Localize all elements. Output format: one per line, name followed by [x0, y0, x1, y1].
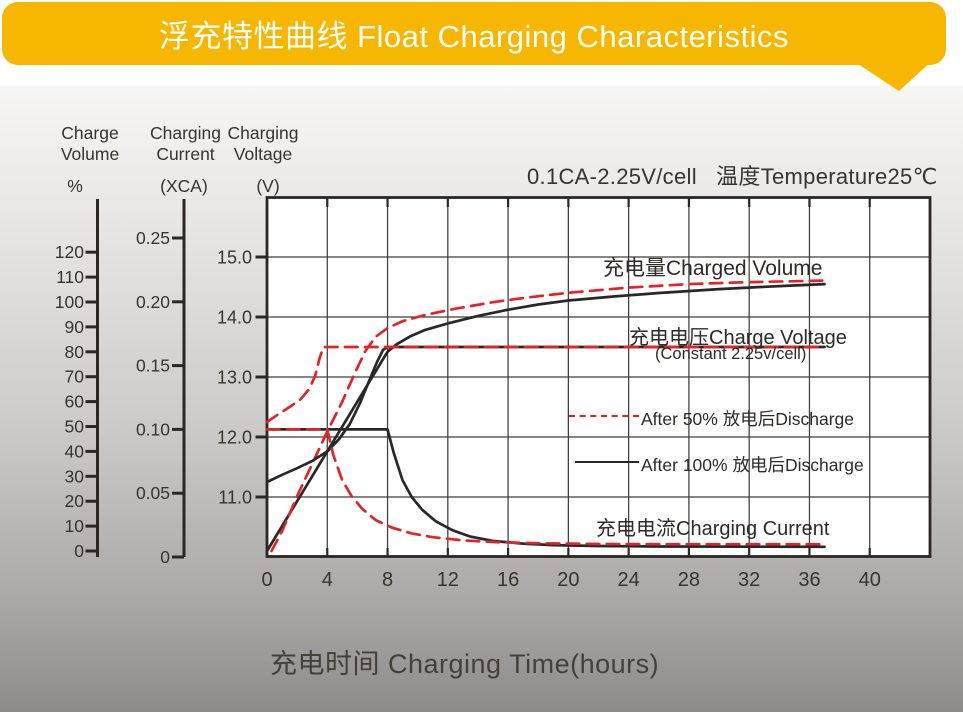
x-tick-label: 12	[437, 569, 459, 591]
x-tick-label: 28	[678, 569, 700, 591]
x-tick-label: 0	[261, 569, 272, 591]
volume-tick-label: 120	[55, 242, 84, 262]
volume-tick-label: 30	[65, 466, 85, 486]
x-tick-label: 36	[798, 569, 820, 591]
volume-tick-label: 70	[65, 367, 85, 387]
volume-tick-label: 80	[65, 342, 85, 362]
volume-tick-label: 60	[65, 392, 85, 412]
series-charge-voltage-after-100pct-discharge	[265, 345, 826, 484]
series-charging-current-after-50pct-discharge	[265, 428, 826, 546]
current-tick-label: 0	[160, 547, 170, 567]
legend-line-sample-solid	[575, 461, 639, 463]
axis-header-line: Voltage	[233, 144, 293, 164]
voltage-tick-label: 14.0	[217, 308, 252, 328]
current-tick-label: 0.25	[136, 228, 170, 248]
page-title: 浮充特性曲线 Float Charging Characteristics	[158, 19, 790, 54]
legend-label: After 100% 放电后Discharge	[641, 455, 864, 475]
legend-label: After 50% 放电后Discharge	[641, 409, 854, 429]
annotation-charge-voltage-sub: (Constant 2.25v/cell)	[655, 345, 807, 363]
x-tick-label: 16	[497, 569, 519, 591]
banner-tail	[852, 60, 933, 91]
axis-header-line: Charge	[61, 123, 119, 143]
x-tick-label: 40	[859, 569, 881, 591]
voltage-tick-label: 13.0	[217, 368, 252, 388]
volume-tick-label: 40	[65, 441, 85, 461]
axis-header-line: Charging	[227, 123, 299, 143]
x-tick-label: 32	[738, 569, 760, 591]
voltage-tick-label: 15.0	[217, 248, 252, 268]
axis-header-charging-voltage: Charging Voltage	[208, 123, 318, 165]
axis-header-line: Current	[156, 144, 215, 164]
voltage-tick-label: 11.0	[218, 488, 252, 508]
axis-unit-charge-volume: %	[67, 176, 83, 196]
volume-tick-label: 50	[65, 417, 85, 437]
x-tick-label: 24	[618, 569, 640, 591]
current-tick-label: 0.10	[136, 419, 170, 439]
legend-line-sample-dashed	[569, 415, 639, 417]
volume-tick-label: 90	[65, 317, 85, 337]
chart-condition-label: 0.1CA-2.25V/cell 温度Temperature25℃	[527, 164, 938, 189]
axis-unit-charging-current: (XCA)	[160, 176, 208, 196]
x-tick-label: 4	[322, 569, 333, 591]
current-tick-label: 0.05	[136, 483, 170, 503]
volume-tick-label: 110	[56, 267, 84, 287]
volume-tick-label: 20	[65, 491, 85, 511]
annotation-charge-voltage: 充电电压Charge Voltage	[629, 327, 847, 349]
axis-header-line: Volume	[60, 144, 120, 164]
current-tick-label: 0.20	[136, 292, 170, 312]
annotation-charged-volume: 充电量Charged Volume	[603, 257, 823, 280]
x-axis-title: 充电时间 Charging Time(hours)	[270, 649, 660, 679]
axis-header-line: Charging	[149, 123, 222, 143]
voltage-tick-label: 12.0	[217, 428, 252, 448]
axis-unit-charging-voltage: (V)	[256, 176, 280, 196]
volume-tick-label: 0	[74, 541, 84, 561]
series-charged-volume-after-100pct-discharge	[265, 282, 826, 553]
series-charging-current-after-100pct-discharge	[265, 428, 826, 549]
volume-tick-label: 100	[55, 292, 84, 312]
volume-tick-label: 10	[65, 516, 85, 536]
title-banner: 浮充特性曲线 Float Charging Characteristics	[2, 2, 946, 65]
annotation-charging-current: 充电电流Charging Current	[596, 518, 830, 540]
axis-header-charging-current: Charging Current	[128, 123, 243, 165]
x-tick-label: 20	[557, 569, 579, 591]
axis-header-charge-volume: Charge Volume	[35, 123, 145, 165]
current-tick-label: 0.15	[136, 356, 170, 376]
x-tick-label: 8	[382, 569, 393, 591]
